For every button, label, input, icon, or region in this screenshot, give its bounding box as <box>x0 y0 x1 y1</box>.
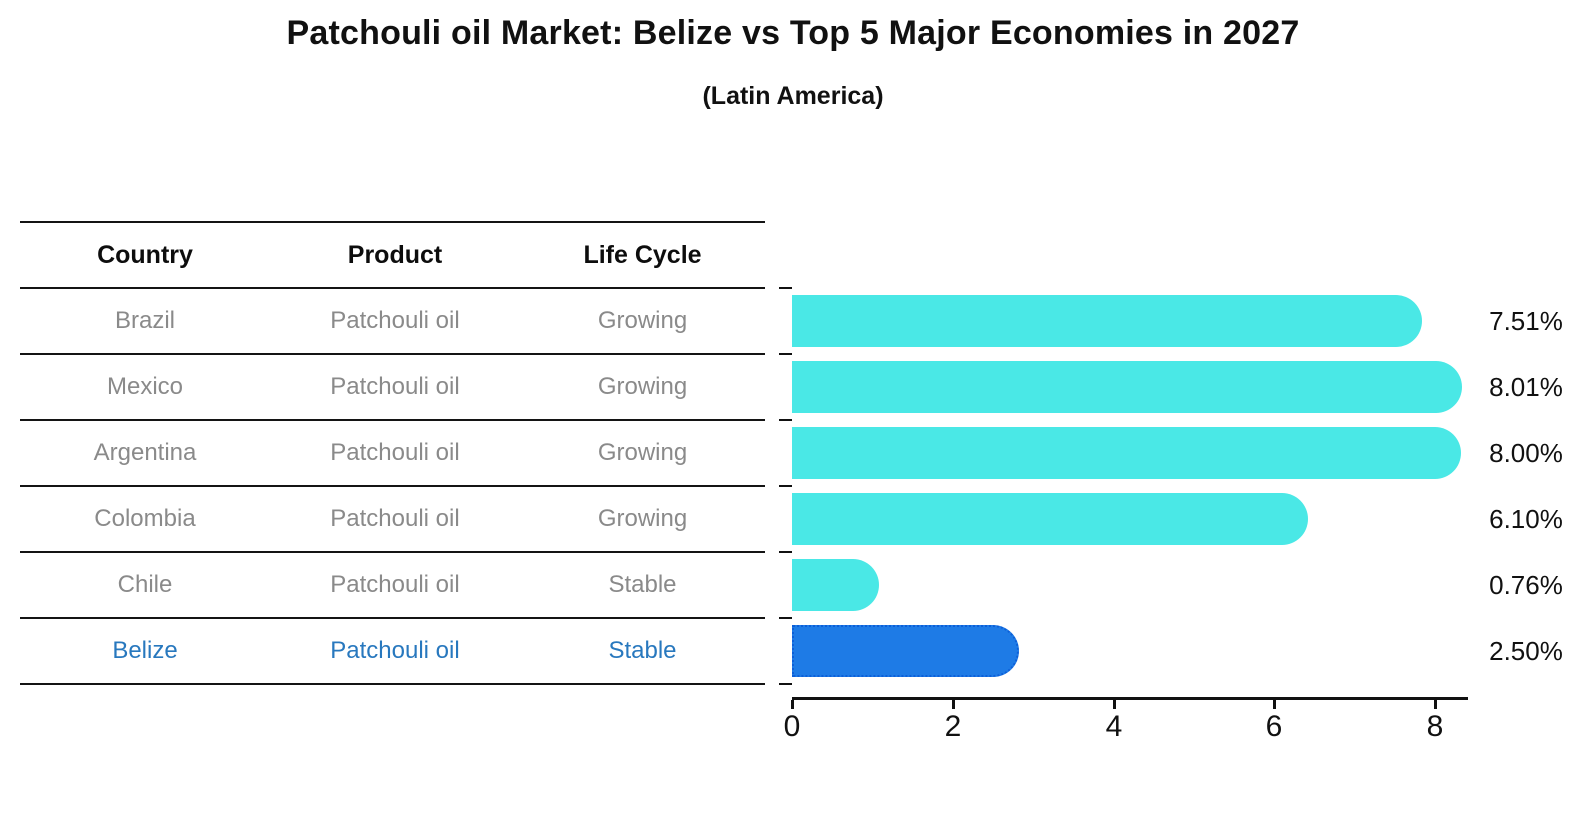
x-tick-label: 4 <box>1105 710 1123 743</box>
cell-country: Mexico <box>106 373 184 400</box>
cell-lifecycle: Stable <box>608 571 677 598</box>
y-axis-tick <box>779 353 792 355</box>
col-header-country: Country <box>97 240 193 269</box>
cell-country: Argentina <box>93 439 197 466</box>
value-label-brazil: 7.51% <box>1489 306 1563 336</box>
value-label-mexico: 8.01% <box>1489 372 1563 402</box>
x-axis-tick <box>1273 700 1276 709</box>
cell-country: Colombia <box>94 505 196 532</box>
table-row-mexico: Mexico Patchouli oil Growing <box>20 355 765 421</box>
cell-product: Patchouli oil <box>330 571 460 598</box>
value-label-colombia: 6.10% <box>1489 504 1563 534</box>
value-label-chile: 0.76% <box>1489 570 1563 600</box>
cell-country: Belize <box>112 637 178 664</box>
table-row-brazil: Brazil Patchouli oil Growing <box>20 289 765 355</box>
chart-subtitle: (Latin America) <box>702 82 884 110</box>
y-axis-tick <box>779 485 792 487</box>
table-header-row: Country Product Life Cycle <box>20 223 765 289</box>
bar-argentina <box>792 427 1462 479</box>
y-axis-tick <box>779 551 792 553</box>
col-header-lifecycle: Life Cycle <box>583 240 702 269</box>
cell-country: Chile <box>117 571 173 598</box>
bar-belize <box>792 625 1019 677</box>
cell-product: Patchouli oil <box>330 373 460 400</box>
x-tick-label: 6 <box>1265 710 1283 743</box>
cell-country: Brazil <box>114 307 175 334</box>
x-axis-tick <box>1113 700 1116 709</box>
value-label-argentina: 8.00% <box>1489 438 1563 468</box>
x-tick-label: 8 <box>1426 710 1444 743</box>
cell-lifecycle: Growing <box>597 505 688 532</box>
bar-chile <box>792 559 880 611</box>
cell-lifecycle: Stable <box>608 637 677 664</box>
country-table: Country Product Life Cycle Brazil Patcho… <box>20 221 765 685</box>
table-row-chile: Chile Patchouli oil Stable <box>20 553 765 619</box>
cell-product: Patchouli oil <box>330 505 460 532</box>
cell-product: Patchouli oil <box>330 439 460 466</box>
cell-lifecycle: Growing <box>597 373 688 400</box>
x-axis-tick <box>952 700 955 709</box>
x-tick-label: 2 <box>944 710 962 743</box>
col-header-product: Product <box>347 240 443 269</box>
cell-product: Patchouli oil <box>330 307 460 334</box>
cell-lifecycle: Growing <box>597 307 688 334</box>
y-axis-tick <box>779 419 792 421</box>
y-axis-tick <box>779 287 792 289</box>
y-axis-tick <box>779 683 792 685</box>
table-row-belize: Belize Patchouli oil Stable <box>20 619 765 685</box>
x-axis-tick <box>1434 700 1437 709</box>
bar-mexico <box>792 361 1462 413</box>
value-label-belize: 2.50% <box>1489 636 1563 666</box>
bar-brazil <box>792 295 1422 347</box>
cell-product: Patchouli oil <box>330 637 460 664</box>
chart-title: Patchouli oil Market: Belize vs Top 5 Ma… <box>286 14 1300 52</box>
bar-colombia <box>792 493 1309 545</box>
x-axis-tick <box>791 700 794 709</box>
table-row-colombia: Colombia Patchouli oil Growing <box>20 487 765 553</box>
x-tick-label: 0 <box>783 710 801 743</box>
table-row-argentina: Argentina Patchouli oil Growing <box>20 421 765 487</box>
cell-lifecycle: Growing <box>597 439 688 466</box>
y-axis-tick <box>779 617 792 619</box>
x-axis-line <box>792 697 1468 700</box>
